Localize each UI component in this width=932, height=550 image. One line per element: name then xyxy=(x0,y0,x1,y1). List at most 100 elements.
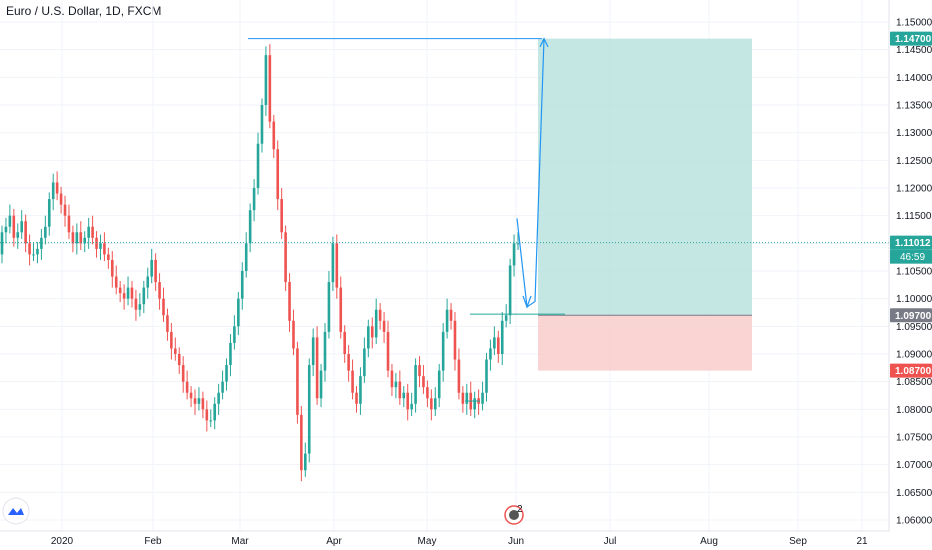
target-price-tag: 1.14700 xyxy=(890,31,932,46)
candle xyxy=(28,234,31,266)
candle xyxy=(24,214,27,253)
candle xyxy=(256,132,260,195)
candle xyxy=(150,248,153,284)
svg-text:1.11012: 1.11012 xyxy=(895,238,931,249)
candle xyxy=(311,328,315,377)
y-tick-label: 1.06000 xyxy=(896,516,932,527)
drawings[interactable] xyxy=(248,37,565,402)
candle xyxy=(225,358,228,391)
svg-text:1.14700: 1.14700 xyxy=(895,34,932,45)
candle xyxy=(229,334,232,377)
y-tick-label: 1.07000 xyxy=(896,460,932,471)
svg-text:46:59: 46:59 xyxy=(900,252,925,263)
current-price-tag: 1.11012 xyxy=(890,235,932,250)
candles xyxy=(0,44,520,482)
candle xyxy=(75,223,79,255)
candle xyxy=(63,195,67,227)
candle xyxy=(4,217,8,244)
candle xyxy=(185,370,189,400)
candle xyxy=(339,276,343,339)
candle xyxy=(213,397,217,430)
candle xyxy=(473,391,476,419)
projection-path[interactable] xyxy=(516,38,545,309)
chart-title: Euro / U.S. Dollar, 1D, FXCM xyxy=(6,4,162,18)
candle xyxy=(367,319,370,358)
candle xyxy=(71,225,75,253)
svg-text:1.09700: 1.09700 xyxy=(895,311,932,322)
y-tick-label: 1.10500 xyxy=(896,267,932,278)
y-tick-label: 1.15000 xyxy=(896,18,932,29)
candle xyxy=(343,325,346,363)
candle xyxy=(221,370,224,400)
candle xyxy=(36,242,39,264)
candle xyxy=(67,204,71,239)
entry-price-tag: 1.09700 xyxy=(890,308,932,323)
candle xyxy=(12,209,16,247)
candle xyxy=(303,442,307,477)
x-tick-label: Mar xyxy=(231,536,249,547)
candle xyxy=(95,231,98,258)
candle xyxy=(508,258,512,325)
long-position-tool[interactable] xyxy=(538,38,752,371)
y-tick-label: 1.13000 xyxy=(896,128,932,139)
candle xyxy=(244,232,248,278)
candle xyxy=(335,234,339,299)
candle xyxy=(103,232,106,262)
candle xyxy=(386,320,390,378)
candle xyxy=(288,273,291,332)
loss-zone[interactable] xyxy=(538,315,752,371)
price-axis[interactable] xyxy=(888,0,932,531)
candle xyxy=(122,284,126,310)
x-tick-label: 2020 xyxy=(51,536,74,547)
candle xyxy=(422,365,425,394)
candle xyxy=(8,204,12,234)
candle xyxy=(441,323,445,382)
candle xyxy=(449,303,453,330)
candle xyxy=(126,276,130,306)
candle xyxy=(453,311,457,371)
candle xyxy=(138,293,142,317)
candle xyxy=(461,386,465,413)
candle xyxy=(402,386,406,408)
y-tick-label: 1.09000 xyxy=(896,350,932,361)
candle xyxy=(44,215,47,245)
candle xyxy=(248,203,252,253)
candle xyxy=(433,387,437,416)
x-tick-label: Apr xyxy=(326,536,342,547)
candle xyxy=(146,267,150,299)
candle xyxy=(497,330,500,363)
candle xyxy=(355,386,358,413)
tradingview-logo-icon[interactable] xyxy=(2,497,30,525)
candle xyxy=(59,186,63,214)
candle xyxy=(158,273,161,310)
candle xyxy=(500,311,504,366)
candle xyxy=(79,221,83,250)
grid xyxy=(0,0,889,531)
x-tick-label: Aug xyxy=(700,536,718,547)
y-tick-label: 1.06500 xyxy=(896,488,932,499)
profit-zone[interactable] xyxy=(538,38,752,316)
candle xyxy=(390,363,394,397)
candle xyxy=(426,380,429,408)
candle xyxy=(469,381,473,416)
candle xyxy=(217,383,220,415)
candle xyxy=(418,356,421,388)
candle xyxy=(55,171,59,201)
candle xyxy=(280,188,283,239)
candle xyxy=(205,400,209,432)
candle xyxy=(437,363,441,408)
candle xyxy=(516,232,520,250)
candle xyxy=(166,308,169,341)
candle xyxy=(240,262,244,310)
y-tick-label: 1.14500 xyxy=(896,45,932,56)
candle xyxy=(260,98,264,153)
candle xyxy=(512,234,516,277)
candle xyxy=(170,323,173,360)
candle xyxy=(370,317,374,349)
candle xyxy=(292,309,295,356)
candle xyxy=(142,280,146,314)
candle xyxy=(51,173,55,211)
candle xyxy=(406,383,410,421)
event-flag-icon[interactable]: 2 xyxy=(504,504,524,525)
